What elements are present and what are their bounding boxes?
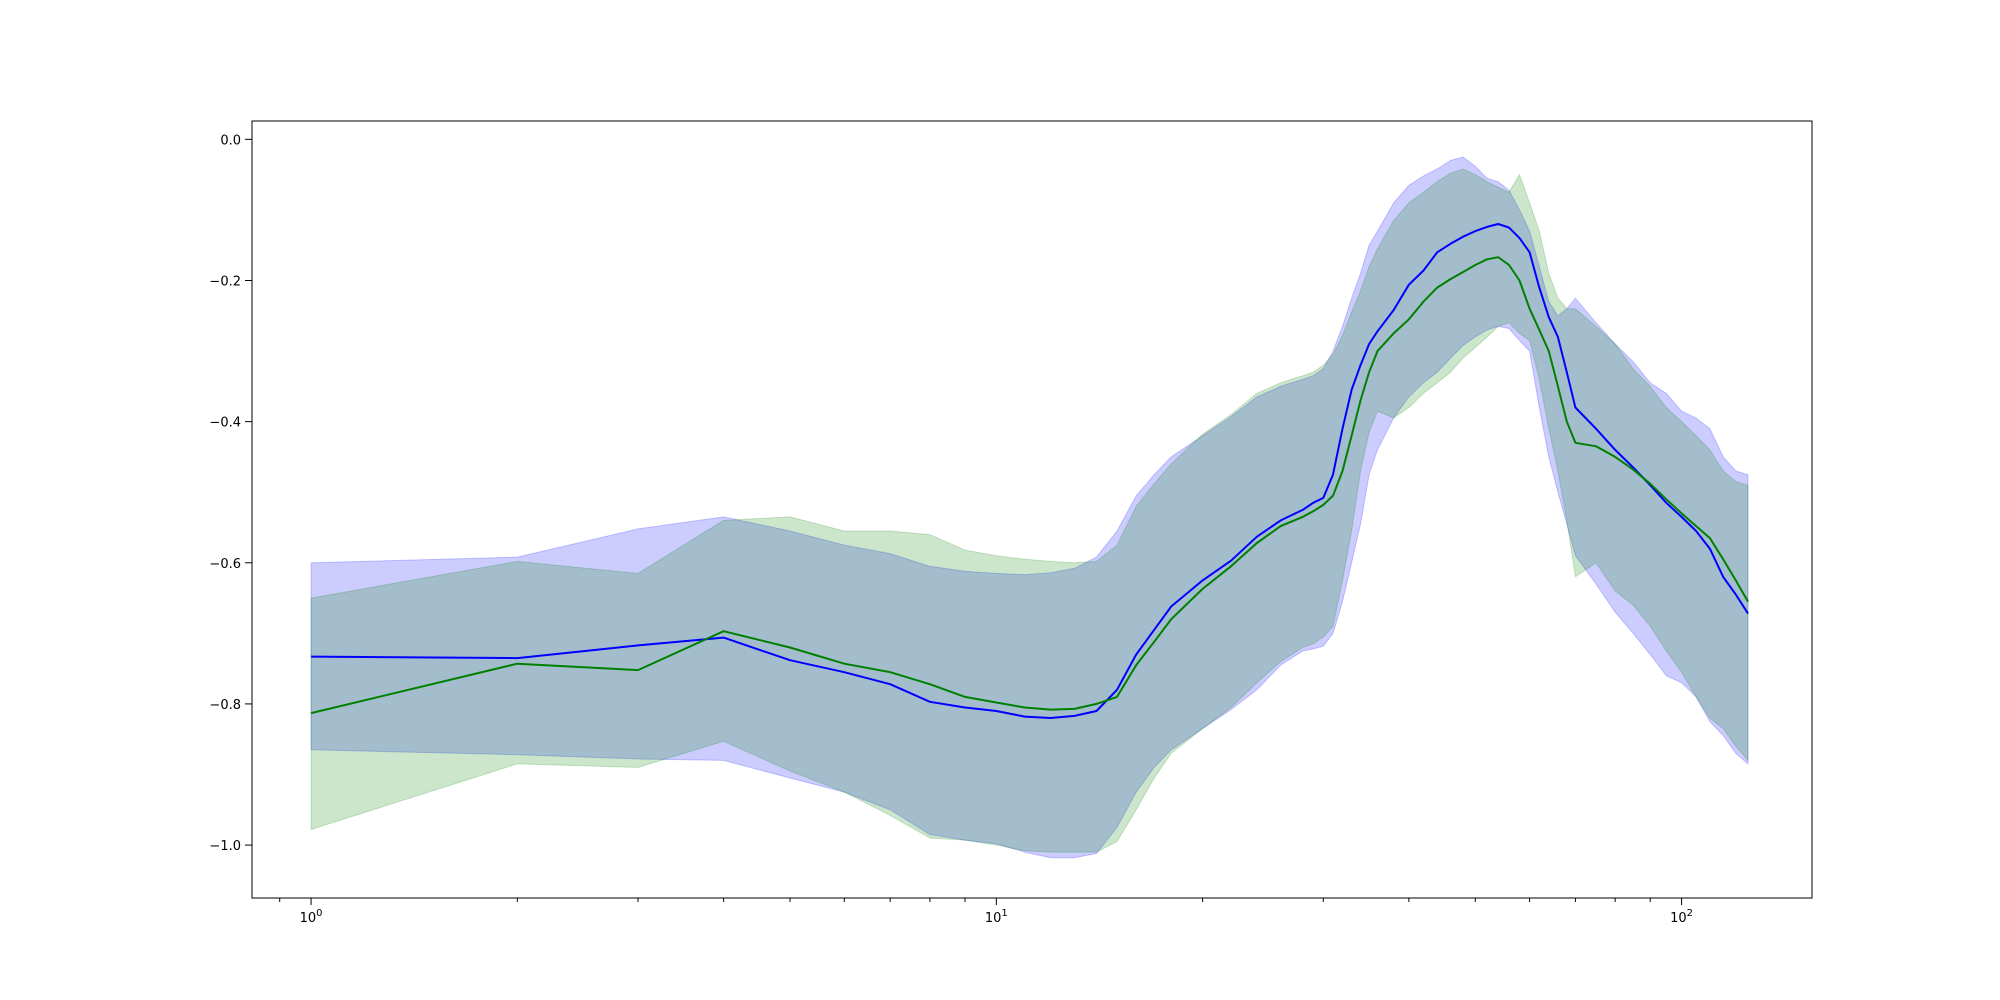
y-axis: 0.0 −0.2 −0.4 −0.6 −0.8 −1.0 bbox=[209, 133, 252, 854]
plot-area bbox=[310, 156, 1749, 859]
y-tick-label: −0.4 bbox=[209, 416, 241, 431]
axes-frame bbox=[251, 120, 1813, 899]
x-tick-label: 100 bbox=[300, 908, 323, 926]
x-tick-label: 101 bbox=[985, 908, 1008, 926]
series-1-line bbox=[310, 256, 1749, 715]
y-tick-label: 0.0 bbox=[220, 133, 241, 148]
y-tick-label: −0.2 bbox=[209, 274, 241, 289]
y-tick-label: −0.6 bbox=[209, 557, 241, 572]
x-tick-label: 102 bbox=[1670, 908, 1693, 926]
x-axis: 100 101 102 bbox=[279, 898, 1693, 926]
y-tick-label: −1.0 bbox=[209, 839, 241, 854]
series-0-line bbox=[311, 223, 1749, 719]
series-0-band bbox=[310, 156, 1749, 859]
y-tick-label: −0.8 bbox=[209, 698, 241, 713]
